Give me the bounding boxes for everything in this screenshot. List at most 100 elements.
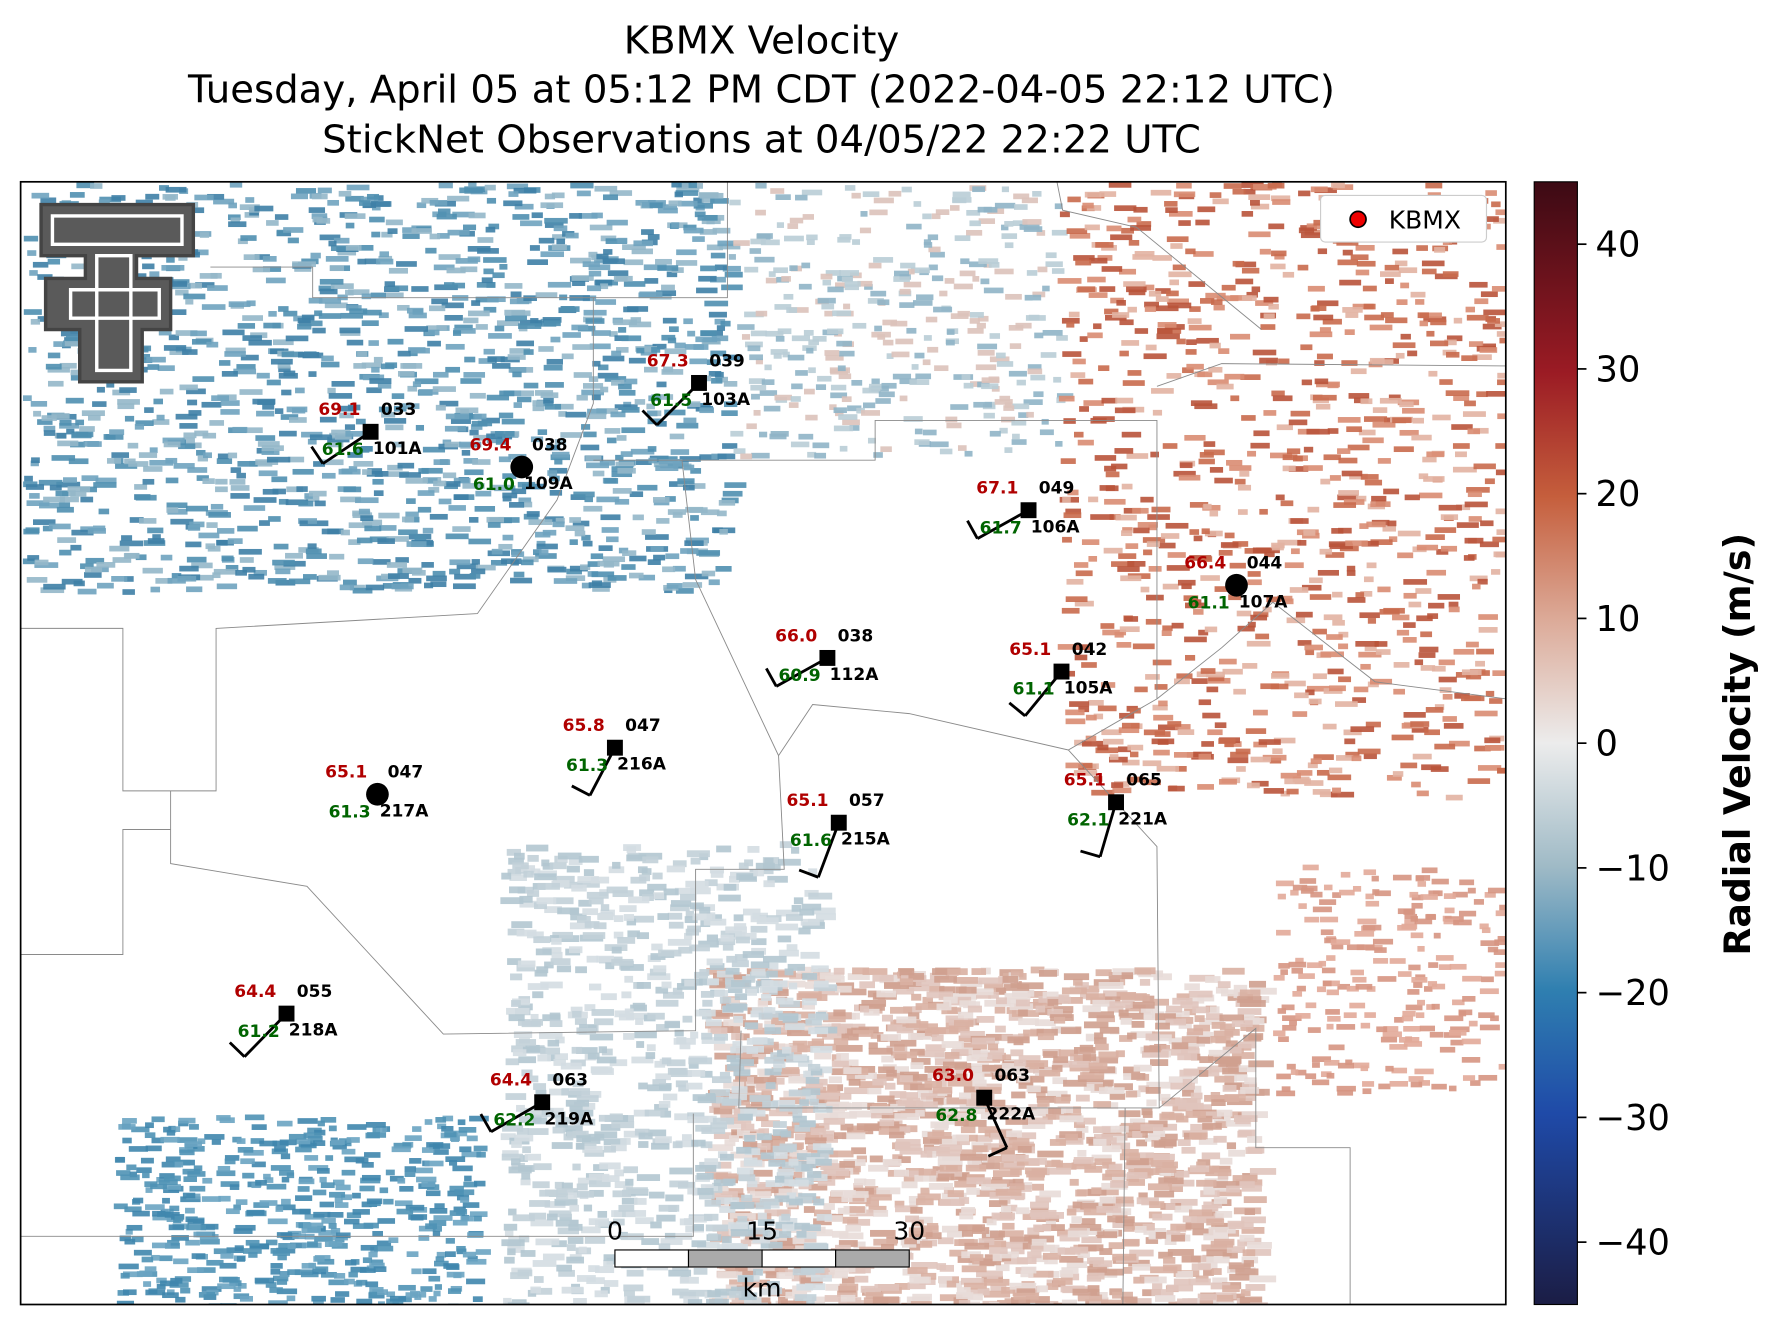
radar-gate xyxy=(1430,766,1449,772)
radar-gate xyxy=(641,868,652,875)
radar-gate xyxy=(1297,539,1307,546)
radar-gate xyxy=(798,433,814,440)
radar-gate xyxy=(1448,601,1459,608)
radar-gate xyxy=(582,1133,605,1141)
radar-gate xyxy=(528,519,553,525)
radar-gate xyxy=(939,290,948,297)
radar-gate xyxy=(656,518,670,524)
radar-gate xyxy=(518,1235,530,1243)
radar-gate xyxy=(1468,516,1482,522)
radar-gate xyxy=(610,411,626,418)
radar-gate xyxy=(744,1297,762,1305)
radar-gate xyxy=(1127,561,1146,567)
radar-gate xyxy=(731,1033,744,1040)
radar-gate xyxy=(607,575,627,581)
radar-gate xyxy=(1146,541,1161,547)
radar-gate xyxy=(824,310,833,317)
radar-gate xyxy=(155,578,173,584)
radar-gate xyxy=(945,339,955,346)
radar-gate xyxy=(822,279,832,286)
radar-gate xyxy=(1295,611,1313,618)
radar-gate xyxy=(1317,248,1328,255)
radar-gate xyxy=(302,574,317,580)
radar-gate xyxy=(256,410,275,417)
radar-gate xyxy=(309,434,333,441)
radar-gate xyxy=(1127,744,1144,751)
radar-gate xyxy=(1109,754,1119,760)
radar-gate xyxy=(1207,729,1223,736)
radar-gate xyxy=(818,988,839,996)
radar-gate xyxy=(1391,734,1414,741)
radar-gate xyxy=(891,351,910,358)
radar-gate xyxy=(196,475,209,481)
radar-gate xyxy=(85,557,105,564)
radar-gate xyxy=(1319,548,1333,555)
radar-gate xyxy=(523,382,539,389)
radar-gate xyxy=(838,373,852,380)
radar-gate xyxy=(597,372,619,379)
radar-gate xyxy=(236,472,246,479)
radar-gate xyxy=(216,528,235,534)
radar-gate xyxy=(1185,996,1205,1004)
radar-gate xyxy=(736,1269,757,1276)
radar-gate xyxy=(256,372,270,379)
radar-gate xyxy=(1363,576,1374,583)
radar-gate xyxy=(805,1094,817,1102)
radar-gate xyxy=(920,1240,933,1248)
radar-gate xyxy=(261,449,280,455)
radar-gate xyxy=(1289,587,1309,593)
radar-gate xyxy=(1103,547,1123,554)
radar-gate xyxy=(294,266,312,272)
radar-gate xyxy=(1006,1130,1022,1138)
radar-gate xyxy=(1203,503,1212,510)
radar-gate xyxy=(1461,695,1485,702)
radar-gate xyxy=(1329,475,1341,481)
radar-gate xyxy=(1128,239,1140,246)
radar-gate xyxy=(1248,1060,1274,1068)
radar-gate xyxy=(720,934,734,942)
radar-gate xyxy=(435,404,446,411)
radar-gate xyxy=(1162,1048,1188,1056)
radar-gate xyxy=(796,1230,807,1238)
radar-gate xyxy=(709,963,725,970)
radar-gate xyxy=(159,388,174,395)
radar-gate xyxy=(1087,276,1106,283)
radar-gate xyxy=(1067,1230,1089,1238)
radar-gate xyxy=(33,519,56,525)
radar-gate xyxy=(1210,1092,1221,1099)
radar-gate xyxy=(687,330,696,337)
radar-gate xyxy=(1416,544,1439,551)
radar-gate xyxy=(1221,284,1236,291)
radar-gate xyxy=(1145,1033,1160,1041)
radar-gate xyxy=(1464,400,1476,407)
radar-gate xyxy=(1392,614,1410,621)
radar-gate xyxy=(551,951,563,959)
radar-gate xyxy=(937,1173,955,1181)
radar-gate xyxy=(737,324,755,330)
radar-gate xyxy=(1185,349,1197,355)
radar-gate xyxy=(1439,687,1452,693)
radar-gate xyxy=(889,1039,917,1047)
radar-gate xyxy=(1117,746,1131,753)
radar-gate xyxy=(1033,1224,1052,1232)
radar-gate xyxy=(1009,343,1022,349)
radar-gate xyxy=(719,1187,729,1194)
radar-gate xyxy=(1018,1082,1034,1089)
radar-gate xyxy=(961,1265,987,1273)
radar-gate xyxy=(1271,250,1287,257)
radar-gate xyxy=(191,338,212,345)
radar-gate xyxy=(662,1093,678,1101)
radar-gate xyxy=(1134,251,1155,257)
radar-gate xyxy=(1097,1231,1118,1239)
radar-gate xyxy=(1239,1000,1266,1007)
radar-gate xyxy=(1024,294,1033,301)
radar-gate xyxy=(308,207,326,213)
radar-gate xyxy=(1337,494,1358,501)
radar-gate xyxy=(683,464,695,471)
radar-gate xyxy=(587,561,600,567)
radar-gate xyxy=(1491,286,1506,292)
radar-gate xyxy=(1103,990,1128,998)
radar-gate xyxy=(1473,463,1496,470)
radar-gate xyxy=(709,914,722,922)
radar-gate xyxy=(519,1116,542,1123)
